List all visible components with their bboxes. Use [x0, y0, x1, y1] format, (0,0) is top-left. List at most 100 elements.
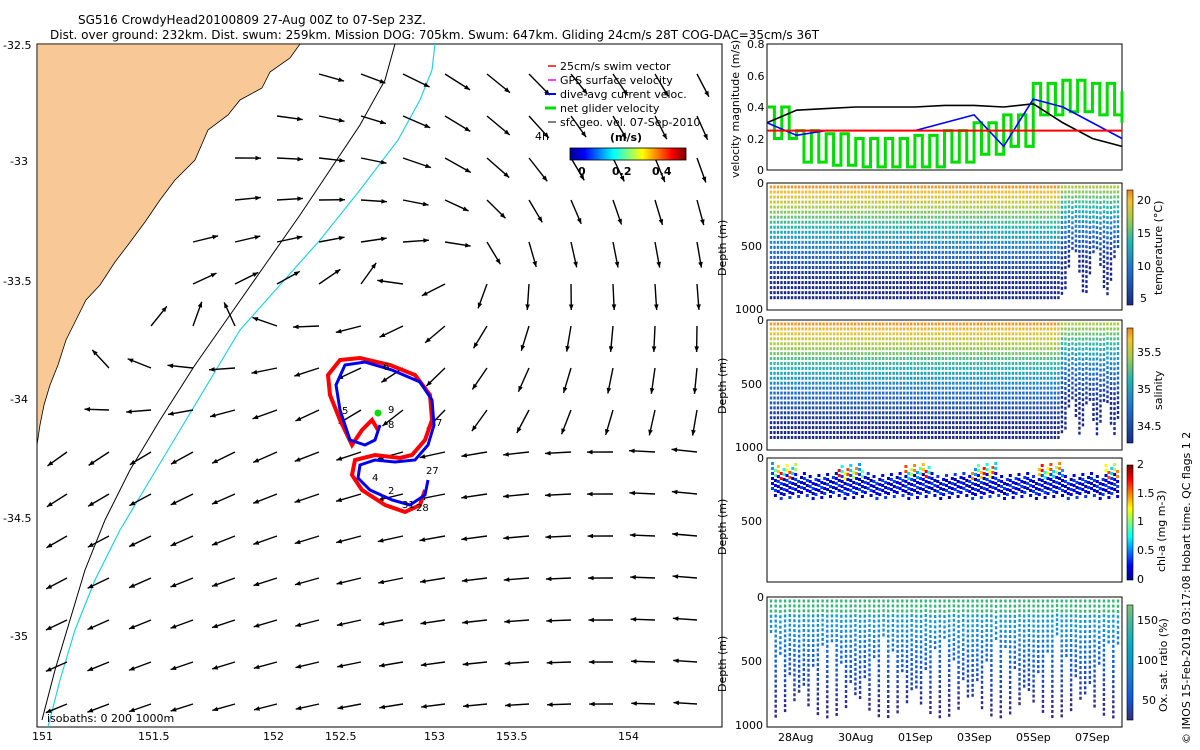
profile-sample — [1067, 225, 1071, 229]
profile-sample — [899, 386, 902, 390]
profile-sample — [1018, 255, 1022, 259]
velocity-arrow-head — [88, 460, 95, 466]
profile-sample — [938, 327, 941, 331]
profile-sample — [1053, 281, 1057, 285]
profile-sample — [878, 220, 881, 224]
profile-sample — [776, 337, 780, 341]
profile-sample — [822, 406, 825, 410]
profile-sample — [780, 190, 783, 194]
profile-sample — [1046, 431, 1050, 435]
velocity-arrow-head — [576, 217, 582, 224]
profile-sample — [832, 200, 836, 204]
profile-sample — [1067, 353, 1071, 357]
profile-sample — [983, 220, 987, 224]
profile-sample — [1057, 357, 1060, 361]
profile-sample — [1057, 426, 1060, 430]
profile-sample — [1022, 265, 1025, 269]
profile-sample — [1043, 431, 1046, 435]
profile-sample — [927, 322, 930, 326]
profile-sample — [924, 361, 927, 365]
profile-sample — [931, 411, 934, 415]
profile-sample — [1057, 406, 1060, 410]
profile-sample — [1039, 276, 1043, 280]
profile-sample — [1046, 386, 1050, 390]
profile-sample — [1053, 250, 1057, 254]
profile-sample — [780, 322, 783, 326]
profile-sample — [783, 376, 787, 380]
profile-sample — [878, 291, 881, 295]
profile-sample — [997, 361, 1001, 365]
profile-sample — [804, 230, 808, 234]
profile-sample — [917, 376, 920, 380]
profile-sample — [924, 386, 927, 390]
profile-sample — [902, 337, 906, 341]
profile-sample — [864, 371, 867, 375]
profile-sample — [931, 291, 934, 295]
profile-sample — [867, 342, 871, 346]
profile-sample — [1043, 235, 1046, 239]
profile-sample — [836, 205, 839, 209]
profile-sample — [780, 195, 783, 199]
profile-sample — [794, 210, 797, 214]
profile-sample — [917, 225, 920, 229]
profile-sample — [818, 332, 822, 336]
profile-sample — [1029, 435, 1032, 439]
profile-sample — [867, 286, 871, 290]
velocity-arrow-head — [381, 377, 388, 383]
profile-sample — [776, 332, 780, 336]
profile-sample — [934, 291, 937, 295]
velocity-arrow-head — [212, 234, 219, 240]
profile-sample — [1078, 200, 1081, 204]
profile-sample — [1029, 371, 1032, 375]
profile-sample — [874, 291, 878, 295]
profile-sample — [945, 230, 948, 234]
profile-sample — [987, 245, 990, 249]
profile-sample — [797, 396, 801, 400]
profile-sample — [1099, 257, 1102, 261]
profile-sample — [948, 322, 951, 326]
velocity-arrow-head — [692, 388, 698, 394]
profile-sample — [1011, 347, 1015, 351]
profile-sample — [966, 195, 969, 199]
profile-sample — [797, 406, 801, 410]
profile-sample — [860, 240, 864, 244]
profile-sample — [920, 271, 923, 275]
profile-sample — [1043, 357, 1046, 361]
profile-sample — [994, 332, 997, 336]
profile-sample — [1102, 265, 1106, 269]
profile-sample — [892, 220, 895, 224]
profile-sample — [1032, 286, 1036, 290]
profile-sample — [1022, 426, 1025, 430]
profile-sample — [955, 265, 958, 269]
profile-sample — [787, 220, 790, 224]
profile-sample — [945, 291, 948, 295]
profile-sample — [878, 260, 881, 264]
profile-sample — [934, 435, 937, 439]
profile-sample — [1081, 279, 1085, 283]
profile-sample — [945, 250, 948, 254]
profile-sample — [1078, 327, 1081, 331]
profile-sample — [1109, 421, 1113, 425]
profile-sample — [1099, 342, 1102, 346]
velocity-arrow-head — [338, 77, 345, 82]
profile-sample — [888, 435, 892, 439]
profile-sample — [776, 265, 780, 269]
profile-sample — [1095, 246, 1099, 250]
profile-sample — [825, 431, 829, 435]
profile-sample — [938, 240, 941, 244]
profile-sample — [966, 215, 969, 219]
profile-sample — [780, 185, 783, 189]
profile-sample — [1057, 225, 1060, 229]
profile-sample — [941, 200, 944, 204]
profile-sample — [969, 426, 972, 430]
profile-sample — [1081, 239, 1085, 243]
velocity-arrow-head — [297, 156, 303, 162]
profile-sample — [1067, 332, 1071, 336]
profile-sample — [1085, 327, 1088, 331]
profile-sample — [973, 401, 976, 405]
profile-sample — [924, 366, 927, 370]
profile-sample — [808, 371, 811, 375]
profile-sample — [871, 342, 874, 346]
velocity-arrow-head — [335, 328, 342, 334]
profile-sample — [980, 276, 983, 280]
